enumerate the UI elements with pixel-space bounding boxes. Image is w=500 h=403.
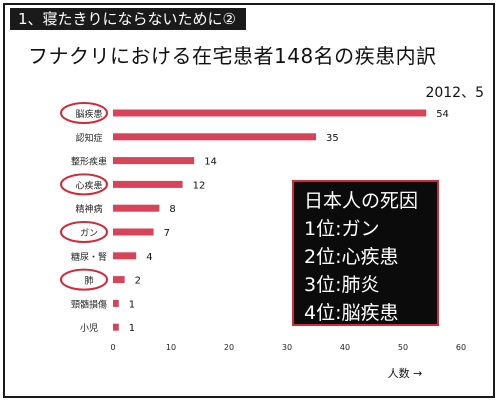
bar — [113, 180, 183, 188]
bar — [113, 252, 137, 260]
highlight-ellipse — [60, 173, 108, 196]
value-label: 35 — [326, 133, 339, 144]
x-tick-label: 40 — [340, 343, 350, 352]
category-label: 心疾患 — [75, 179, 102, 191]
bar — [113, 204, 160, 212]
bar — [113, 299, 119, 307]
bar — [113, 228, 154, 236]
death-cause-rank-2: 2位:心疾患 — [304, 246, 399, 268]
highlight-ellipse — [60, 102, 108, 124]
category-label: 糖尿・腎 — [71, 251, 107, 263]
bar — [113, 133, 316, 141]
death-cause-rank-1: 1位:ガン — [304, 218, 380, 240]
x-tick-label: 60 — [456, 343, 466, 352]
value-label: 1 — [129, 299, 135, 310]
x-tick-label: 0 — [110, 343, 115, 352]
value-label: 54 — [436, 109, 449, 120]
date-label: 2012、5 — [425, 85, 484, 101]
bar — [113, 157, 195, 165]
x-tick-label: 20 — [224, 343, 234, 352]
bar — [113, 323, 119, 331]
value-label: 12 — [193, 180, 206, 191]
category-label: 頸髄損傷 — [71, 298, 107, 310]
bar — [113, 109, 427, 117]
death-cause-rank-4: 4位:脳疾患 — [304, 302, 399, 324]
death-causes-title: 日本人の死因 — [304, 190, 419, 212]
x-tick-label: 10 — [166, 343, 176, 352]
category-label: 小児 — [80, 323, 98, 334]
category-label: 精神病 — [75, 203, 102, 215]
bar — [113, 276, 125, 284]
death-causes-box: 日本人の死因 1位:ガン 2位:心疾患 3位:肺炎 4位:脳疾患 — [292, 180, 439, 326]
section-banner: 1、寝たきりにならないために② — [10, 8, 246, 30]
category-label: 肺 — [84, 276, 93, 287]
value-label: 2 — [135, 276, 141, 287]
x-tick-label: 30 — [282, 343, 292, 352]
chart-title: フナクリにおける在宅患者148名の疾患内訳 — [28, 44, 437, 68]
category-label: ガン — [80, 228, 98, 239]
x-axis-label: 人数 → — [388, 367, 423, 380]
highlight-ellipse — [60, 268, 108, 291]
value-label: 4 — [146, 252, 152, 263]
highlight-ellipse — [60, 221, 108, 243]
value-label: 1 — [129, 323, 135, 334]
death-cause-rank-3: 3位:肺炎 — [304, 274, 380, 296]
value-label: 7 — [164, 228, 170, 239]
category-label: 整形疾患 — [71, 156, 107, 168]
value-label: 14 — [204, 157, 217, 168]
category-label: 認知症 — [75, 132, 102, 144]
x-tick-label: 50 — [398, 343, 408, 352]
category-label: 脳疾患 — [75, 108, 102, 120]
value-label: 8 — [169, 204, 175, 215]
